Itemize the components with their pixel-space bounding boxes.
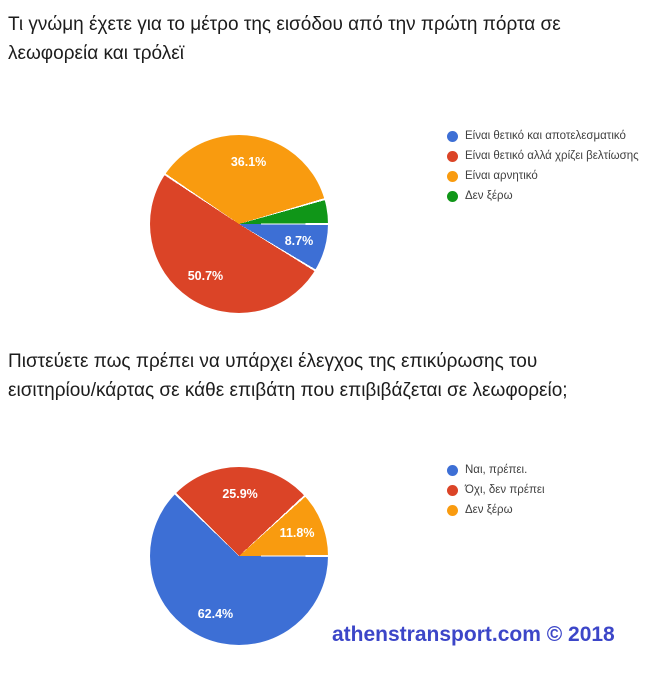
slice-percentage-label: 25.9% [222,486,258,501]
pie-chart-2-legend: Ναι, πρέπει. Όχι, δεν πρέπει Δεν ξέρω [447,460,545,520]
legend-color-swatch [447,484,458,496]
slice-percentage-label: 36.1% [230,155,267,170]
legend-label: Όχι, δεν πρέπει [465,484,545,496]
legend-item: Όχι, δεν πρέπει [447,480,545,500]
legend-color-swatch [447,150,458,162]
legend-color-swatch [447,130,458,142]
legend-color-swatch [447,464,458,476]
legend-item: Είναι αρνητικό [447,166,639,186]
legend-item: Δεν ξέρω [447,500,545,520]
watermark-credit: athenstransport.com © 2018 [332,623,615,646]
question-1-title: Τι γνώμη έχετε για το μέτρο της εισόδου … [8,14,561,64]
legend-label: Είναι αρνητικό [465,170,538,182]
slice-percentage-label: 11.8% [279,526,315,541]
legend-color-swatch [447,190,458,202]
legend-item: Δεν ξέρω [447,186,639,206]
legend-item: Ναι, πρέπει. [447,460,545,480]
slice-percentage-label: 50.7% [187,269,224,284]
legend-color-swatch [447,504,458,516]
slice-percentage-label: 62.4% [197,606,234,621]
legend-label: Ναι, πρέπει. [465,464,528,476]
slice-percentage-label: 8.7% [284,233,314,248]
legend-item: Είναι θετικό αλλά χρίζει βελτίωσης [447,146,639,166]
legend-label: Είναι θετικό και αποτελεσματικό [465,130,626,142]
question-2-title: Πιστεύετε πως πρέπει να υπάρχει έλεγχος … [8,351,568,401]
legend-item: Είναι θετικό και αποτελεσματικό [447,126,639,146]
legend-label: Δεν ξέρω [465,190,513,202]
pie-chart-1: 8.7% 50.7% 36.1% [150,135,328,313]
legend-label: Είναι θετικό αλλά χρίζει βελτίωσης [465,150,639,162]
pie-chart-2: 62.4% 25.9% 11.8% [150,467,328,645]
legend-color-swatch [447,170,458,182]
pie-chart-1-legend: Είναι θετικό και αποτελεσματικό Είναι θετ… [447,126,639,206]
legend-label: Δεν ξέρω [465,504,513,516]
